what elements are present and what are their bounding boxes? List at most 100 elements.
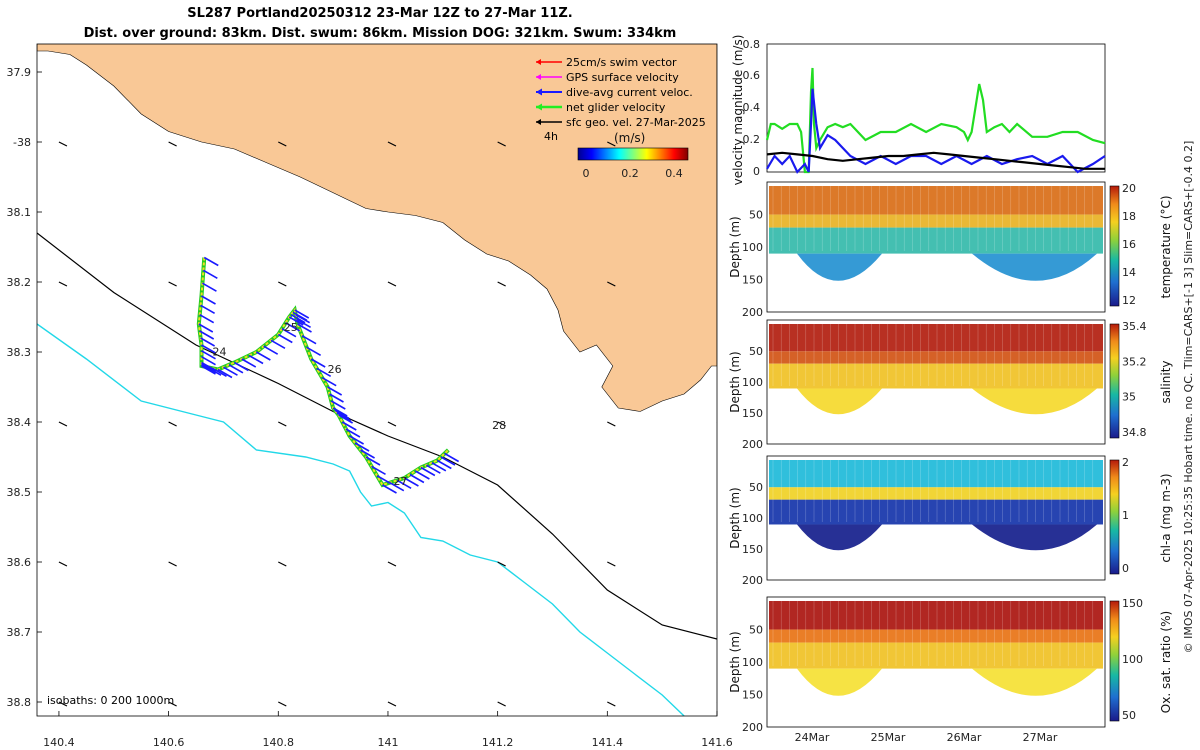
colorbar-tick: 100 xyxy=(1122,653,1143,666)
dac-vector xyxy=(389,481,405,492)
map-xtick-label: 141.6 xyxy=(701,736,733,749)
section-colorbar xyxy=(1109,459,1120,575)
vel-ytick: 0.2 xyxy=(743,133,761,146)
sfc-current-arrow xyxy=(278,281,287,287)
sfc-current-arrow xyxy=(497,421,506,427)
colorbar-tick: 14 xyxy=(1122,266,1136,279)
dac-vector xyxy=(201,350,216,360)
dac-vector xyxy=(329,393,344,403)
dac-vector xyxy=(199,313,215,324)
map-ytick-label: 38.3 xyxy=(7,346,32,359)
dac-vector xyxy=(336,411,352,422)
vel-ytick: 0 xyxy=(753,165,760,178)
section-panel-temperature: 50 100 150 200 Depth (m) 12 14 16 18 20 temperatur… xyxy=(728,181,1173,319)
colorbar-label: chl-a (mg m-3) xyxy=(1159,473,1173,562)
section-layer-deep xyxy=(769,227,1103,254)
glider-track xyxy=(196,256,460,494)
dac-vector xyxy=(349,435,364,445)
dac-vector xyxy=(200,337,215,347)
colorbar-tick: 34.8 xyxy=(1122,426,1147,439)
colorbar-tick: 50 xyxy=(1122,709,1136,722)
colorbar-label: temperature (°C) xyxy=(1159,196,1173,299)
colorbar-tick: 16 xyxy=(1122,238,1136,251)
dac-vector xyxy=(409,473,425,484)
map-colorbar-tick: 0 xyxy=(583,167,590,180)
map-xtick-label: 140.6 xyxy=(153,736,185,749)
map-x-axis: 140.4 140.6 140.8 141 141.2 141.4 141.6 xyxy=(43,711,733,749)
depth-ytick: 200 xyxy=(742,721,763,734)
dac-vector xyxy=(332,407,348,417)
dac-vector xyxy=(223,366,238,376)
dac-vector xyxy=(327,386,343,396)
depth-ylabel: Depth (m) xyxy=(728,216,742,277)
section-layer-dive-lobe xyxy=(797,388,882,415)
map-panel: 140.4 140.6 140.8 141 141.2 141.4 141.6 37.9 -3… xyxy=(7,43,733,749)
map-colorbar-tick: 0.2 xyxy=(621,167,639,180)
depth-ylabel: Depth (m) xyxy=(728,487,742,548)
colorbar-tick: 2 xyxy=(1122,456,1129,469)
dac-vector xyxy=(440,456,456,466)
section-layer-mid xyxy=(769,351,1103,364)
section-panel-chlorophyll-a: 50 100 150 200 Depth (m) 0 1 2 chl-a (mg m-3) xyxy=(728,455,1173,587)
legend-swim: 25cm/s swim vector xyxy=(566,56,677,69)
dac-vector xyxy=(241,358,257,368)
dac-vector xyxy=(200,304,215,315)
dac-vector xyxy=(301,334,317,345)
section-layer-deep xyxy=(769,363,1103,389)
sfc-current-arrow xyxy=(58,701,68,707)
dac-vector xyxy=(341,421,357,431)
velocity-ylabel: velocity magnitude (m/s) xyxy=(731,35,745,186)
dac-vector xyxy=(425,464,441,474)
sfc-current-arrow xyxy=(607,141,616,147)
legend-sfc: sfc geo. vel. 27-Mar-2025 xyxy=(566,116,706,129)
dac-vector xyxy=(199,330,215,340)
sfc-current-arrow xyxy=(278,421,287,427)
sfc-current-arrow xyxy=(168,141,177,147)
sfc-current-arrow xyxy=(716,142,717,143)
map-colorbar-label: (m/s) xyxy=(614,131,645,145)
velocity-series-line xyxy=(766,88,1106,174)
dac-vector xyxy=(203,256,219,267)
dac-vector xyxy=(248,354,264,365)
depth-ylabel: Depth (m) xyxy=(728,631,742,692)
dac-vector xyxy=(436,459,452,470)
dac-vector xyxy=(365,456,381,466)
colorbar-tick: 12 xyxy=(1122,294,1136,307)
map-legend: 25cm/s swim vector GPS surface velocity … xyxy=(536,56,706,180)
day-label: 24 xyxy=(212,346,226,359)
map-ytick-label: 38.5 xyxy=(7,486,32,499)
depth-ytick: 50 xyxy=(749,209,763,222)
depth-ytick: 100 xyxy=(742,376,763,389)
colorbar-tick: 1 xyxy=(1122,509,1129,522)
velocity-panel: 0 0.2 0.4 0.6 0.8 velocity magnitude (m/… xyxy=(731,35,1106,186)
depth-ytick: 150 xyxy=(742,689,763,702)
dac-vector xyxy=(281,327,297,338)
sfc-current-arrow xyxy=(607,561,616,567)
dac-vector xyxy=(360,449,375,459)
dac-vector xyxy=(201,295,216,305)
legend-dac-arrowhead xyxy=(536,88,542,96)
dac-vector xyxy=(376,474,392,485)
dac-vector xyxy=(382,484,397,494)
section-layer-surface xyxy=(769,186,1103,215)
depth-ytick: 50 xyxy=(749,345,763,358)
dac-vector xyxy=(334,409,350,420)
legend-swim-arrowhead xyxy=(536,59,541,65)
sfc-current-arrow xyxy=(716,562,717,563)
chart-title-line1: SL287 Portland20250312 23-Mar 12Z to 27-… xyxy=(187,6,573,21)
sfc-current-arrow xyxy=(497,281,506,287)
day-label: 27 xyxy=(393,475,407,488)
section-panel-oxygen-saturation: 50 100 150 200 Depth (m) 50 100 150 Ox. sat. rat… xyxy=(728,596,1173,734)
colorbar-tick: 20 xyxy=(1122,182,1136,195)
colorbar-tick: 0 xyxy=(1122,562,1129,575)
depth-ytick: 100 xyxy=(742,512,763,525)
day-label: 26 xyxy=(328,363,342,376)
colorbar-tick: 150 xyxy=(1122,597,1143,610)
sfc-current-arrow xyxy=(278,701,287,707)
depth-ylabel: Depth (m) xyxy=(728,351,742,412)
dac-vector xyxy=(290,313,306,324)
sfc-current-arrow xyxy=(168,701,177,707)
sfc-current-arrow xyxy=(58,281,68,287)
section-layer-mid xyxy=(769,214,1103,228)
